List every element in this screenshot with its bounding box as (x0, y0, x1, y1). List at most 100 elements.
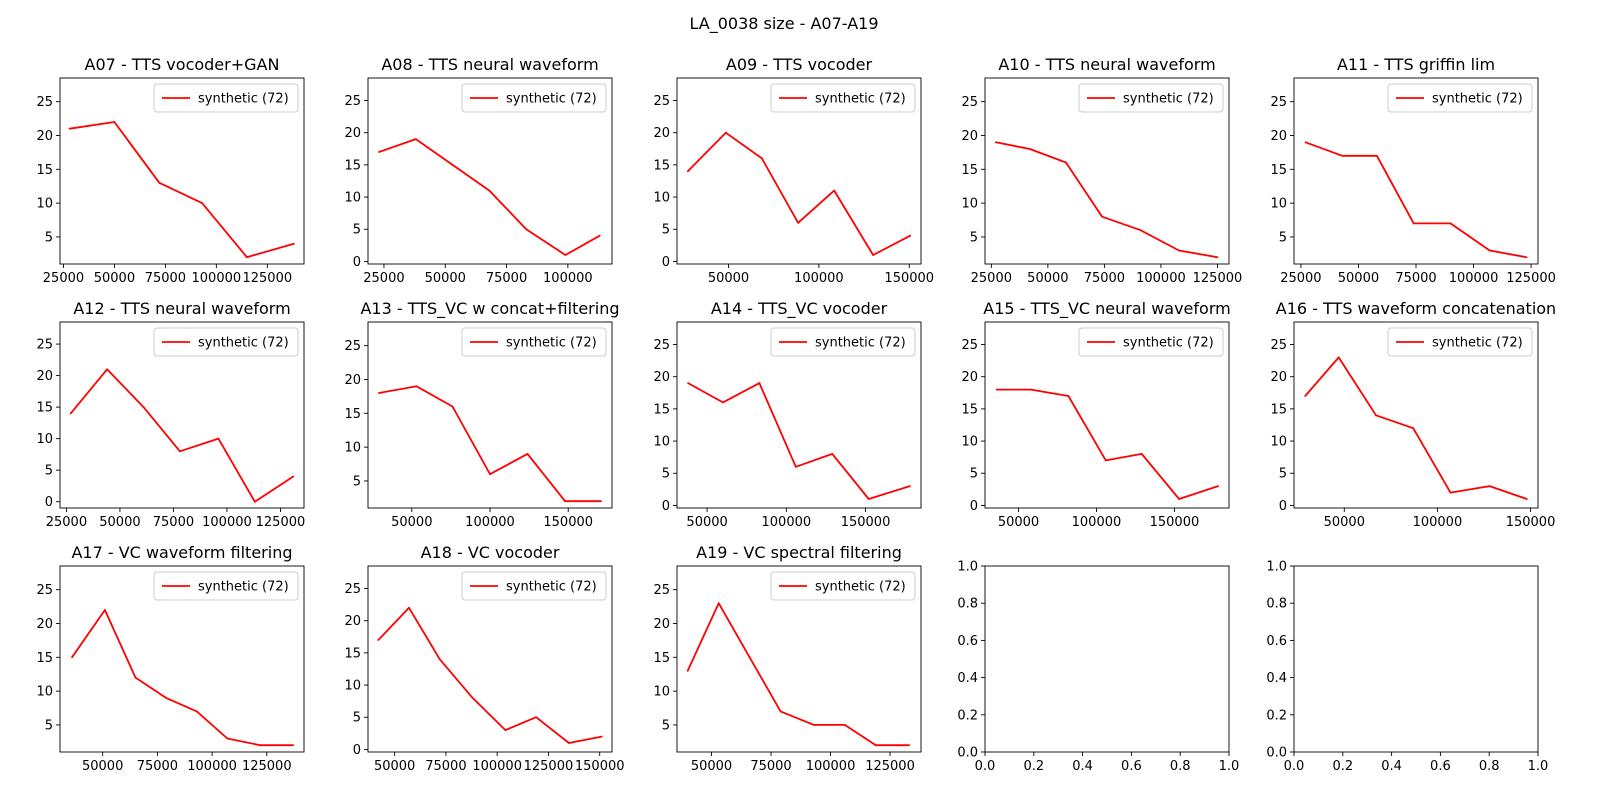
legend-label: synthetic (72) (1432, 92, 1523, 107)
y-tick-label: 15 (36, 651, 53, 666)
axes-frame (984, 565, 1230, 753)
data-point (377, 639, 380, 641)
x-tick-label: 0.2 (1023, 759, 1044, 774)
x-tick-label: 75000 (486, 271, 527, 286)
y-tick-label: 25 (344, 339, 361, 354)
data-point (831, 453, 834, 455)
x-tick-label: 75000 (145, 271, 186, 286)
legend-label: synthetic (72) (815, 580, 906, 595)
y-tick-label: 25 (653, 583, 670, 598)
data-point (1449, 491, 1452, 494)
data-point (686, 170, 689, 173)
y-tick-label: 20 (653, 370, 670, 385)
figure-title: LA_0038 size - A07-A19 (689, 14, 878, 34)
x-tick-label: 125000 (1193, 271, 1243, 286)
y-tick-label: 0.2 (1266, 708, 1287, 723)
subplot: A14 - TTS_VC vocoder 50000 100000 150000 0 5 1… (653, 299, 922, 530)
x-tick-label: 150000 (841, 515, 891, 530)
y-tick-label: 20 (961, 370, 978, 385)
data-point (867, 498, 870, 500)
y-tick-label: 25 (1270, 338, 1287, 353)
data-point (1139, 229, 1142, 232)
x-tick-label: 25000 (363, 271, 404, 286)
data-point (103, 609, 106, 611)
data-point (872, 254, 875, 256)
data-point (414, 138, 417, 141)
data-point (874, 744, 877, 747)
y-tick-label: 0.2 (957, 708, 978, 723)
x-tick-label: 125000 (242, 271, 292, 286)
x-tick-label: 125000 (524, 759, 574, 774)
y-tick-label: 5 (45, 464, 53, 479)
y-tick-label: 20 (653, 617, 670, 632)
data-point (748, 656, 751, 659)
data-point (908, 744, 910, 747)
y-tick-label: 15 (653, 402, 670, 417)
data-point (722, 401, 724, 404)
subplot-title: A08 - TTS neural waveform (381, 55, 598, 74)
y-tick-label: 0.6 (957, 634, 978, 649)
legend-box (153, 571, 299, 601)
subplot-title: A10 - TTS neural waveform (998, 55, 1215, 74)
y-tick-label: 25 (1270, 95, 1287, 110)
data-point (1525, 256, 1528, 259)
legend-box (770, 327, 916, 357)
y-tick-label: 5 (45, 718, 53, 733)
data-point (687, 382, 689, 385)
data-point (717, 602, 720, 605)
legend-box (1387, 83, 1533, 113)
data-point (1449, 222, 1452, 225)
data-point (1104, 459, 1107, 462)
data-point (489, 473, 491, 476)
data-point (142, 406, 145, 409)
x-tick-label: 0.8 (1479, 759, 1500, 774)
y-tick-label: 15 (344, 407, 361, 422)
subplot-title: A13 - TTS_VC w concat+filtering (360, 299, 619, 319)
data-point (1304, 395, 1307, 397)
data-point (761, 157, 763, 160)
y-tick-label: 25 (653, 94, 670, 109)
data-point (833, 189, 836, 192)
y-tick-label: 10 (653, 191, 670, 206)
x-tick-label: 50000 (1338, 271, 1379, 286)
data-point (564, 500, 566, 503)
data-point (1412, 222, 1415, 225)
subplot: A10 - TTS neural waveform 25000 50000 75000… (961, 55, 1242, 286)
data-point (1067, 395, 1070, 397)
data-point (259, 744, 262, 747)
x-tick-label: 100000 (1413, 515, 1463, 530)
legend-label: synthetic (72) (815, 92, 906, 107)
x-tick-label: 125000 (256, 515, 306, 530)
y-tick-label: 5 (353, 223, 361, 238)
y-tick-label: 15 (36, 401, 53, 416)
x-tick-label: 50000 (686, 515, 727, 530)
subplot: 0.0 0.2 0.4 0.6 0.8 1.0 0.0 0.2 0.4 0.6 0.8 1.0 (1266, 560, 1548, 775)
x-tick-label: 50000 (94, 271, 135, 286)
x-tick-label: 75000 (1395, 271, 1436, 286)
y-tick-label: 10 (961, 197, 978, 212)
data-point (797, 221, 799, 224)
data-point (526, 452, 529, 455)
subplot-title: A16 - TTS waveform concatenation (1276, 299, 1556, 318)
x-tick-label: 125000 (865, 759, 915, 774)
x-tick-label: 0.8 (1170, 759, 1191, 774)
x-tick-label: 100000 (543, 271, 593, 286)
data-point (178, 450, 181, 453)
y-tick-label: 25 (344, 94, 361, 109)
y-tick-label: 20 (1270, 129, 1287, 144)
data-point (535, 716, 538, 719)
y-tick-label: 25 (36, 338, 53, 353)
y-tick-label: 5 (970, 467, 978, 482)
legend-label: synthetic (72) (506, 336, 597, 351)
data-point (246, 256, 248, 259)
y-tick-label: 0.0 (957, 746, 978, 761)
data-point (292, 744, 294, 747)
data-point (68, 127, 71, 130)
y-tick-label: 0.4 (957, 671, 978, 686)
subplot: A11 - TTS griffin lim 25000 50000 75000 1000… (1270, 55, 1555, 286)
y-tick-label: 5 (662, 467, 670, 482)
data-point (564, 254, 567, 256)
legend-label: synthetic (72) (198, 92, 289, 107)
data-point (253, 500, 256, 503)
legend-box (1387, 327, 1533, 357)
